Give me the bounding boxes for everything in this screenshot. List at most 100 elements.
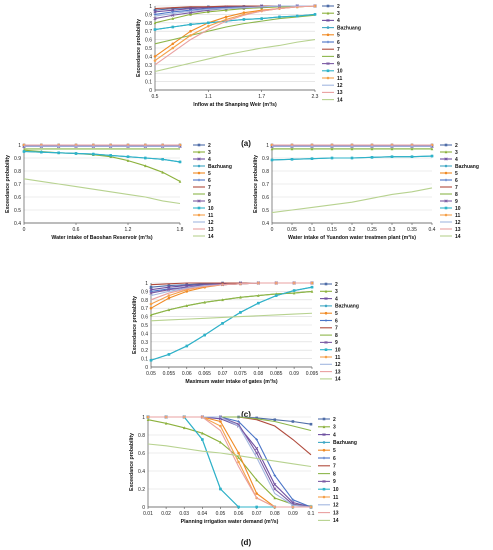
data-point [224,18,228,21]
series-line [148,416,311,508]
data-point [167,296,171,300]
legend-label: 4 [335,296,338,302]
data-point [171,8,175,12]
x-tick-label: 0.07 [252,511,262,517]
data-point [430,154,434,158]
legend-label: 6 [455,178,458,184]
legend-label: Bazhuang [337,25,361,31]
data-point [255,446,259,451]
legend-label: Bazhuang [335,304,359,310]
data-point [153,8,157,12]
y-tick-label: 0.1 [141,357,148,363]
series-line [154,5,316,66]
legend-marker [444,178,448,182]
x-tick-label: 0.15 [327,227,337,233]
data-point [189,12,192,16]
legend-label: 14 [333,518,339,524]
legend-label: 11 [337,76,343,82]
data-point [171,42,175,46]
legend-marker [324,340,328,344]
y-tick-label: 0.8 [262,169,269,175]
legend-marker [326,4,330,8]
data-point [167,353,171,356]
x-tick-label: 0.04 [197,511,207,517]
legend-marker [197,213,201,217]
legend-label: 2 [335,282,338,288]
series-line [150,282,312,301]
data-point [126,155,130,158]
data-point [203,333,206,337]
legend-label: 11 [455,213,461,219]
legend-label: 12 [208,220,214,226]
legend-marker [326,76,330,80]
x-tick-label: 0.05 [216,511,226,517]
legend-label: 14 [337,97,343,103]
y-tick-label: 0.6 [138,451,145,457]
y-tick-label: 0.9 [262,156,269,162]
legend-label: 10 [337,69,343,75]
data-point [149,291,153,295]
data-point [144,156,147,160]
x-tick-label: 0.01 [143,511,153,517]
legend-label: 8 [337,54,340,60]
legend-label: 9 [455,199,458,205]
legend-label: 6 [333,456,336,462]
x-tick-label: 0.2 [349,227,356,233]
data-point [171,7,175,10]
chart-5: 0 0.2 0.4 0.6 0.8 1 0.01 0.02 0.03 0.04 0.05 0.06 0.… [129,415,357,525]
panel-label: (c) [241,410,251,419]
y-tick-label: 0.9 [14,156,21,162]
legend-label: 4 [333,432,336,438]
data-point [239,311,242,314]
data-point [146,418,150,421]
x-tick-label: 0.06 [182,371,192,377]
legend-marker [326,40,330,44]
y-tick-label: 0 [149,88,152,94]
data-point [144,164,147,168]
data-point [188,11,193,15]
data-point [201,431,204,435]
series-14 [154,39,316,73]
legend-label: 11 [208,213,214,219]
data-point [185,344,189,348]
legend-marker [322,456,326,460]
data-point [201,438,204,441]
legend-label: 10 [333,487,339,493]
series-line [154,5,315,17]
x-axis-label: Water intake of Yuandon water treatmen p… [288,235,416,241]
y-tick-label: 0.5 [141,323,148,329]
data-point [255,505,258,509]
data-point [182,426,186,430]
data-point [273,418,277,421]
legend-label: 8 [333,471,336,477]
data-point [242,6,246,10]
data-point [219,424,222,428]
data-point [255,478,258,482]
series-13 [148,416,311,508]
x-axis-label: Inflow at the Shanping Weir (m³/s) [193,102,277,108]
legend-marker [324,355,328,359]
x-tick-label: 0.08 [253,371,263,377]
data-point [167,294,171,297]
data-point [313,13,317,16]
x-axis-label: Water intake of Baoshan Reservoir (m³/s) [51,235,153,241]
panel-label: (a) [241,139,251,148]
y-tick-label: 1 [18,143,21,149]
data-point [149,288,153,292]
legend-label: 11 [333,495,339,501]
y-tick-label: 0.3 [141,340,148,346]
data-point [171,13,175,17]
x-tick-label: 0.075 [234,371,247,377]
data-point [171,25,175,29]
legend-marker [326,26,330,29]
y-axis-label: Exceedance probability [132,296,138,354]
data-point [40,150,43,154]
x-tick-label: 0.1 [309,227,316,233]
legend-label: 10 [335,348,341,354]
x-tick-label: 0.095 [306,371,319,377]
y-tick-label: 1 [145,281,148,287]
legend-label: 4 [455,157,458,163]
data-point [257,301,260,305]
